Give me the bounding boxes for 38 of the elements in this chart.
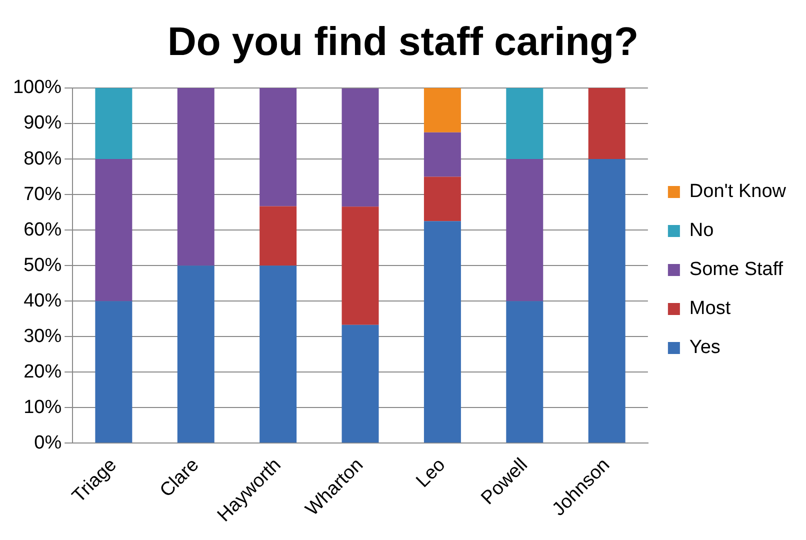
y-tick-label: 70% <box>24 184 62 205</box>
bar <box>424 176 461 222</box>
bar <box>424 221 461 443</box>
bar <box>342 206 379 325</box>
bar <box>424 88 461 132</box>
bar <box>506 88 544 160</box>
chart-title: Do you find staff caring? <box>167 20 639 64</box>
bar <box>506 301 544 443</box>
y-tick-label: 30% <box>24 326 62 347</box>
bar <box>506 159 544 302</box>
bar <box>342 324 379 443</box>
bar <box>588 88 626 160</box>
y-tick-label: 20% <box>24 361 62 382</box>
y-tick-label: 60% <box>24 219 62 240</box>
bar <box>588 159 626 443</box>
bar <box>95 159 132 302</box>
y-tick-label: 90% <box>24 112 62 134</box>
y-tick-label: 40% <box>24 290 62 312</box>
legend-label: Most <box>689 298 732 320</box>
bar <box>424 132 461 177</box>
bar <box>177 266 214 443</box>
y-tick-label: 100% <box>12 77 62 98</box>
y-tick-label: 80% <box>24 148 62 170</box>
bar <box>342 88 379 207</box>
y-tick-label: 0% <box>34 432 62 454</box>
legend-label: Yes <box>689 337 720 358</box>
legend-label: Some Staff <box>689 259 784 280</box>
legend-label: No <box>689 220 714 242</box>
bar <box>260 88 297 206</box>
bar <box>260 266 297 443</box>
bar <box>177 88 214 266</box>
x-tick-label: Leo <box>412 454 450 492</box>
y-tick-label: 10% <box>24 396 62 418</box>
bar <box>260 206 297 266</box>
legend-label: Don't Know <box>689 181 786 202</box>
bar <box>95 301 132 443</box>
y-tick-label: 50% <box>24 254 62 276</box>
bar <box>95 88 132 160</box>
